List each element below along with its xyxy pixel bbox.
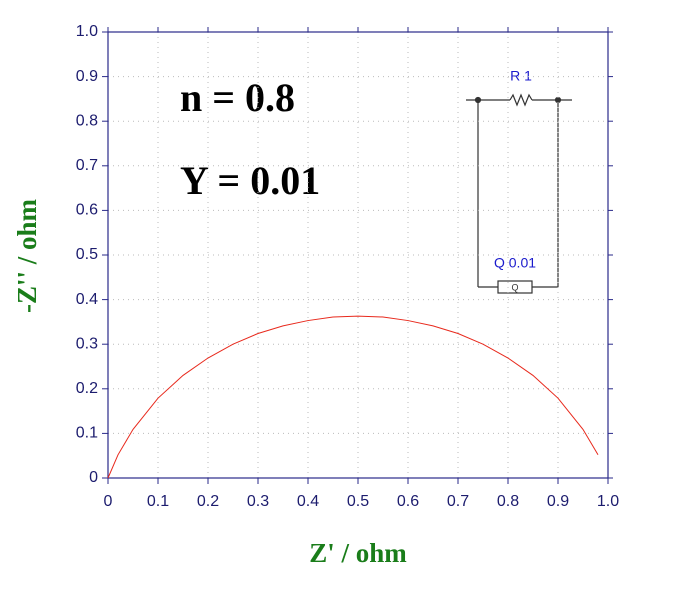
annotation: Y = 0.01 <box>180 158 320 203</box>
y-tick-label: 1.0 <box>76 23 98 40</box>
x-tick-label: 0 <box>104 493 113 510</box>
data-line <box>107 315 599 479</box>
y-tick-label: 0.3 <box>76 335 98 352</box>
x-tick-label: 0.7 <box>447 493 469 510</box>
x-tick-label: 1.0 <box>597 493 619 510</box>
y-tick-label: 0.8 <box>76 112 98 129</box>
y-tick-label: 0.9 <box>76 68 98 85</box>
x-axis-title: Z' / ohm <box>309 538 407 568</box>
x-tick-label: 0.9 <box>547 493 569 510</box>
circuit-label: Q 0.01 <box>494 255 536 271</box>
x-tick-label: 0.8 <box>497 493 519 510</box>
y-tick-label: 0 <box>89 469 98 486</box>
circuit-label: R 1 <box>510 68 532 84</box>
x-tick-label: 0.6 <box>397 493 419 510</box>
y-tick-label: 0.6 <box>76 202 98 219</box>
plot-frame <box>107 31 609 479</box>
y-tick-label: 0.4 <box>76 291 98 308</box>
y-tick-label: 0.7 <box>76 157 98 174</box>
y-tick-label: 0.1 <box>76 425 98 442</box>
x-tick-label: 0.4 <box>297 493 319 510</box>
circuit-label: Q <box>511 282 518 292</box>
x-tick-label: 0.5 <box>347 493 369 510</box>
y-axis-title: -Z'' / ohm <box>12 198 42 313</box>
x-tick-label: 0.3 <box>247 493 269 510</box>
x-tick-label: 0.1 <box>147 493 169 510</box>
x-tick-label: 0.2 <box>197 493 219 510</box>
y-tick-label: 0.2 <box>76 380 98 397</box>
y-tick-label: 0.5 <box>76 246 98 263</box>
annotation: n = 0.8 <box>180 75 295 120</box>
